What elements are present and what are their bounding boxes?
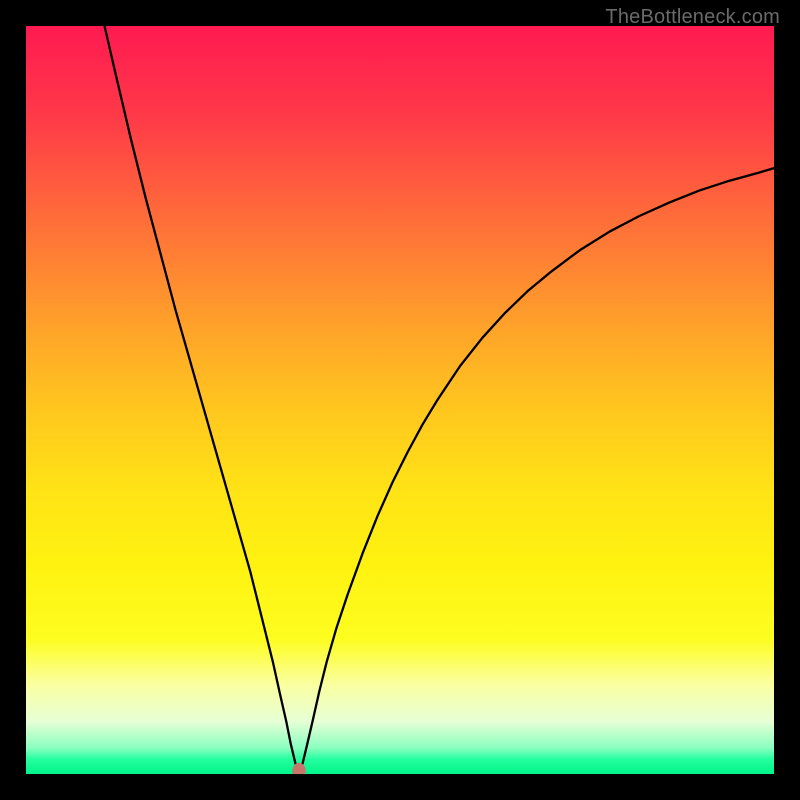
chart-plot-area: [26, 26, 774, 774]
chart-background: [26, 26, 774, 774]
bottleneck-chart: [26, 26, 774, 774]
